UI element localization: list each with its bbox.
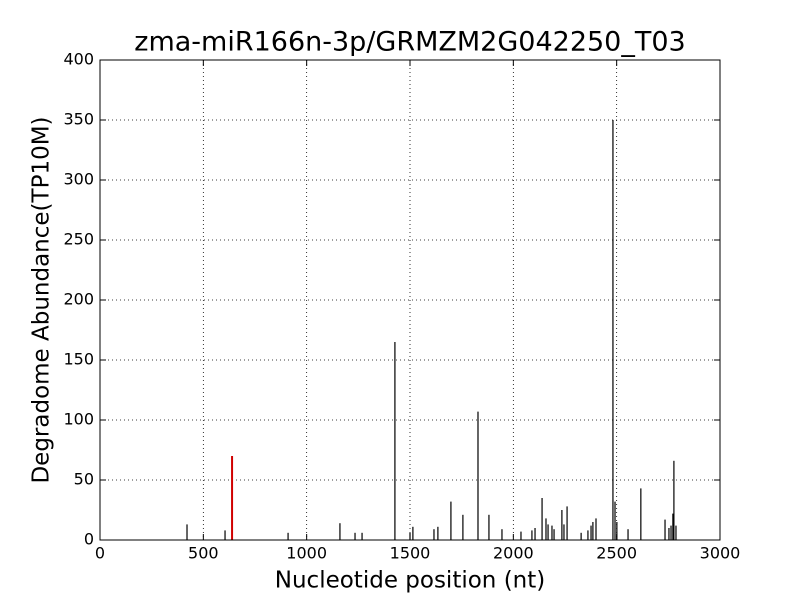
y-tick-label: 50 [74, 470, 94, 489]
x-tick-label: 1500 [390, 544, 431, 563]
plot-frame [99, 59, 721, 541]
y-tick-label: 350 [63, 110, 94, 129]
y-tick-label: 100 [63, 410, 94, 429]
x-axis-label: Nucleotide position (nt) [275, 568, 545, 594]
chart-title: zma-miR166n-3p/GRMZM2G042250_T03 [134, 27, 685, 58]
x-tick-label: 2000 [493, 544, 534, 563]
x-tick-label: 2500 [596, 544, 637, 563]
y-tick-label: 400 [63, 50, 94, 69]
x-tick-label: 1000 [286, 544, 327, 563]
y-tick-label: 200 [63, 290, 94, 309]
y-tick-label: 0 [84, 530, 94, 549]
y-axis-label: Degradome Abundance(TP10M) [29, 116, 55, 483]
x-tick-label: 500 [188, 544, 219, 563]
y-tick-label: 250 [63, 230, 94, 249]
x-tick-label: 0 [95, 544, 105, 563]
x-tick-label: 3000 [700, 544, 741, 563]
y-tick-label: 150 [63, 350, 94, 369]
y-tick-label: 300 [63, 170, 94, 189]
